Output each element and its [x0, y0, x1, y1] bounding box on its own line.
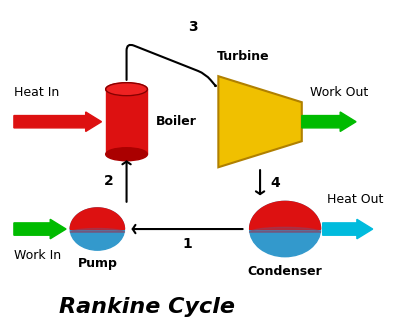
Text: Pump: Pump — [77, 257, 117, 270]
FancyArrowPatch shape — [126, 45, 216, 86]
Text: Heat Out: Heat Out — [327, 193, 383, 206]
Text: Condenser: Condenser — [248, 265, 323, 278]
Polygon shape — [249, 201, 320, 229]
Ellipse shape — [70, 208, 124, 250]
FancyArrow shape — [302, 112, 356, 132]
Text: 2: 2 — [104, 174, 114, 188]
Polygon shape — [249, 227, 320, 232]
Polygon shape — [70, 229, 124, 232]
Text: Work In: Work In — [14, 249, 61, 261]
FancyArrow shape — [323, 219, 373, 239]
Ellipse shape — [106, 148, 147, 161]
Text: Rankine Cycle: Rankine Cycle — [59, 297, 236, 317]
Text: 1: 1 — [182, 237, 192, 251]
Text: 3: 3 — [189, 20, 198, 34]
Bar — [106, 89, 147, 154]
Text: Work Out: Work Out — [310, 86, 368, 99]
Polygon shape — [218, 76, 302, 167]
Text: Heat In: Heat In — [14, 86, 59, 99]
Ellipse shape — [249, 201, 320, 257]
Polygon shape — [70, 208, 124, 229]
Ellipse shape — [106, 83, 147, 96]
FancyArrow shape — [14, 112, 102, 132]
Text: Turbine: Turbine — [217, 50, 270, 63]
Text: 4: 4 — [270, 176, 280, 190]
FancyArrow shape — [14, 219, 66, 239]
Text: Boiler: Boiler — [156, 115, 197, 128]
